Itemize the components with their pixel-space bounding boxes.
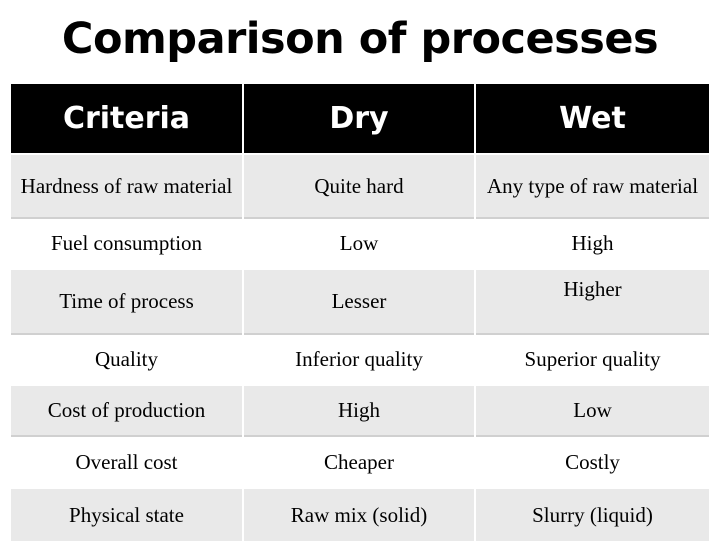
- criteria-cell: Time of process: [11, 268, 243, 334]
- wet-cell: Higher: [474, 268, 709, 334]
- wet-cell: Low: [474, 384, 709, 436]
- header-criteria: Criteria: [11, 84, 243, 154]
- criteria-cell: Physical state: [11, 487, 243, 541]
- dry-cell: Quite hard: [242, 153, 475, 218]
- table-row: Time of process Lesser Higher: [11, 268, 709, 334]
- wet-cell: Superior quality: [474, 333, 709, 385]
- dry-cell: Lesser: [242, 268, 475, 334]
- criteria-cell: Fuel consumption: [11, 217, 243, 269]
- table-row: Quality Inferior quality Superior qualit…: [11, 333, 709, 385]
- wet-cell: High: [474, 217, 709, 269]
- criteria-cell: Cost of production: [11, 384, 243, 436]
- dry-cell: Low: [242, 217, 475, 269]
- header-wet: Wet: [474, 84, 709, 154]
- table-row: Hardness of raw material Quite hard Any …: [11, 153, 709, 218]
- wet-cell: Slurry (liquid): [474, 487, 709, 541]
- wet-cell: Any type of raw material: [474, 153, 709, 218]
- dry-cell: High: [242, 384, 475, 436]
- table-row: Overall cost Cheaper Costly: [11, 435, 709, 488]
- criteria-cell: Quality: [11, 333, 243, 385]
- table-row: Fuel consumption Low High: [11, 217, 709, 269]
- wet-cell: Costly: [474, 435, 709, 488]
- dry-cell: Inferior quality: [242, 333, 475, 385]
- table-header-row: Criteria Dry Wet: [11, 84, 709, 154]
- table-row: Physical state Raw mix (solid) Slurry (l…: [11, 487, 709, 541]
- criteria-cell: Overall cost: [11, 435, 243, 488]
- dry-cell: Raw mix (solid): [242, 487, 475, 541]
- table-row: Cost of production High Low: [11, 384, 709, 436]
- page-title: Comparison of processes: [61, 14, 659, 64]
- criteria-cell: Hardness of raw material: [11, 153, 243, 218]
- comparison-table: Criteria Dry Wet Hardness of raw materia…: [11, 84, 709, 541]
- header-dry: Dry: [242, 84, 475, 154]
- dry-cell: Cheaper: [242, 435, 475, 488]
